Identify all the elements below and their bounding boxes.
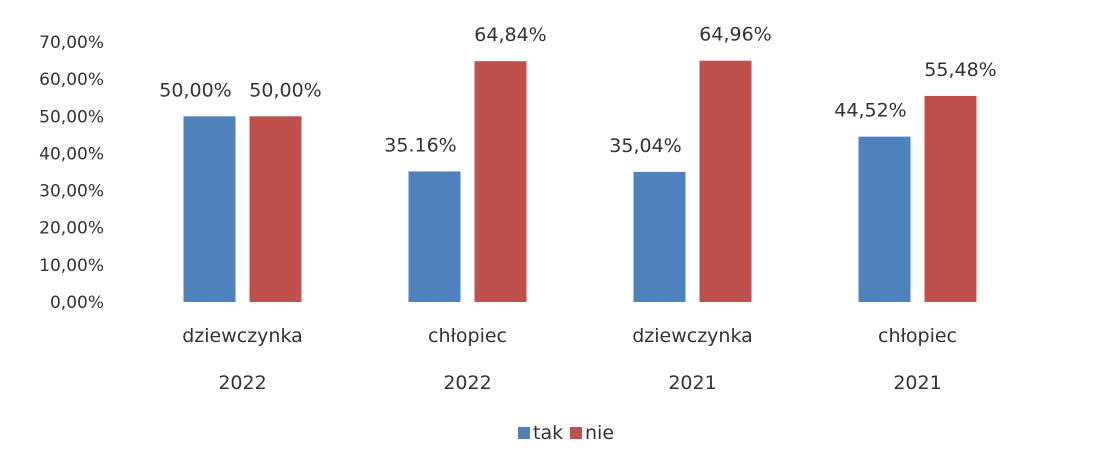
bar-nie <box>474 61 527 303</box>
x-group-label: 2021 <box>668 372 716 394</box>
y-tick-label: 0,00% <box>50 293 104 313</box>
legend: tak nie <box>518 422 614 444</box>
bar-tak <box>858 136 911 302</box>
y-tick-label: 10,00% <box>39 256 104 276</box>
x-category-label: dziewczynka <box>182 325 303 347</box>
legend-label-nie: nie <box>585 422 614 444</box>
bar-tak <box>183 116 236 303</box>
y-tick-label: 60,00% <box>39 70 104 90</box>
x-group-label: 2022 <box>218 372 266 394</box>
data-label-nie: 50,00% <box>249 79 321 101</box>
data-label-nie: 64,96% <box>699 24 771 46</box>
x-group-label: 2022 <box>443 372 491 394</box>
x-category-label: chłopiec <box>878 325 957 347</box>
y-axis: 0,00% 10,00% 20,00% 30,00% 40,00% 50,00% 60,00… <box>39 33 104 313</box>
legend-swatch-tak <box>518 427 530 439</box>
legend-label-tak: tak <box>533 422 563 444</box>
x-group-label: 2021 <box>893 372 941 394</box>
bar-tak <box>633 171 686 302</box>
x-category-label: dziewczynka <box>632 325 753 347</box>
data-label-tak: 44,52% <box>834 100 906 122</box>
data-label-nie: 55,48% <box>924 59 996 81</box>
data-label-tak: 35.16% <box>384 134 456 156</box>
y-tick-label: 70,00% <box>39 33 104 53</box>
y-tick-label: 50,00% <box>39 107 104 127</box>
data-label-tak: 50,00% <box>159 79 231 101</box>
data-labels: 50,00% 50,00% 35.16% 64,84% 35,04% 64,96% 44,5… <box>159 24 996 157</box>
bar-nie <box>699 60 752 302</box>
y-tick-label: 20,00% <box>39 219 104 239</box>
y-tick-label: 30,00% <box>39 182 104 202</box>
bar-tak <box>408 171 461 302</box>
bars <box>183 60 977 303</box>
data-label-tak: 35,04% <box>609 135 681 157</box>
legend-swatch-nie <box>570 427 582 439</box>
bar-nie <box>924 95 977 302</box>
data-label-nie: 64,84% <box>474 24 546 46</box>
x-axis: dziewczynka 2022 chłopiec 2022 dziewczynka 20… <box>182 325 957 394</box>
x-category-label: chłopiec <box>428 325 507 347</box>
y-tick-label: 40,00% <box>39 144 104 164</box>
bar-nie <box>249 116 302 303</box>
